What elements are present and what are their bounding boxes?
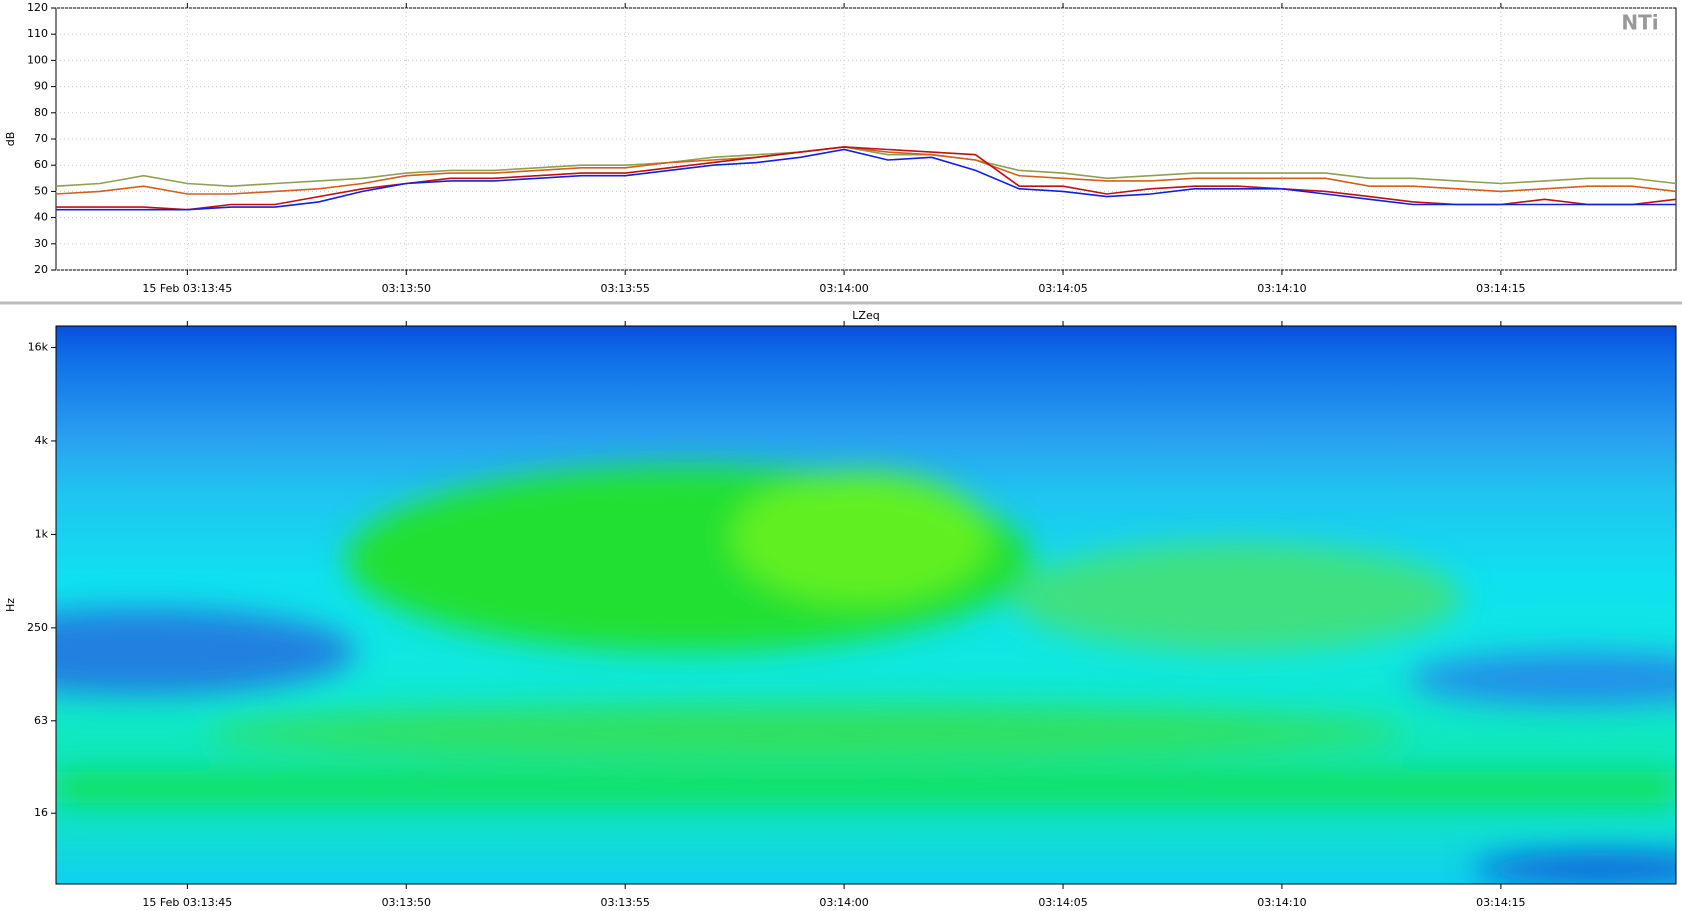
spectrogram: [56, 326, 1676, 884]
y-tick-label: 110: [27, 27, 48, 40]
series-line: [55, 146, 1677, 188]
x-tick-label: 03:13:55: [600, 282, 649, 295]
x-tick-label: 03:14:10: [1257, 282, 1306, 295]
x-tick-label: 15 Feb 03:13:45: [142, 896, 232, 909]
y-tick-label: 1k: [35, 527, 49, 540]
y-tick-label: 4k: [35, 434, 49, 447]
spectrogram-image: [56, 467, 1676, 884]
logo: NTi: [1621, 11, 1658, 35]
y-axis-label: dB: [4, 132, 17, 147]
y-tick-label: 250: [27, 621, 48, 634]
x-tick-label: 03:13:55: [600, 896, 649, 909]
y-tick-label: 60: [34, 158, 48, 171]
y-tick-label: 16: [34, 806, 48, 819]
x-tick-label: 03:13:50: [382, 896, 431, 909]
y-tick-label: 50: [34, 184, 48, 197]
series-line: [56, 148, 1676, 211]
y-tick-label: 120: [27, 1, 48, 14]
y-tick-label: 20: [34, 263, 48, 276]
x-tick-label: 03:14:00: [819, 282, 868, 295]
y-axis-label: Hz: [4, 598, 17, 612]
series-line: [55, 146, 1677, 195]
y-tick-label: 100: [27, 53, 48, 66]
y-tick-label: 30: [34, 237, 48, 250]
chart-title: LZeq: [852, 309, 879, 322]
y-tick-label: 40: [34, 211, 48, 224]
y-tick-label: 90: [34, 80, 48, 93]
x-tick-label: 03:14:10: [1257, 896, 1306, 909]
x-tick-label: 03:14:05: [1038, 282, 1087, 295]
y-tick-label: 63: [34, 714, 48, 727]
x-tick-label: 03:14:15: [1476, 282, 1525, 295]
series-line: [56, 146, 1677, 211]
y-tick-label: 70: [34, 132, 48, 145]
x-tick-label: 03:14:05: [1038, 896, 1087, 909]
x-tick-label: 15 Feb 03:13:45: [142, 282, 232, 295]
x-tick-label: 03:14:15: [1476, 896, 1525, 909]
y-tick-label: 16k: [28, 340, 49, 353]
x-tick-label: 03:14:00: [819, 896, 868, 909]
x-tick-label: 03:13:50: [382, 282, 431, 295]
y-tick-label: 80: [34, 106, 48, 119]
plot-frame: [55, 325, 1677, 885]
